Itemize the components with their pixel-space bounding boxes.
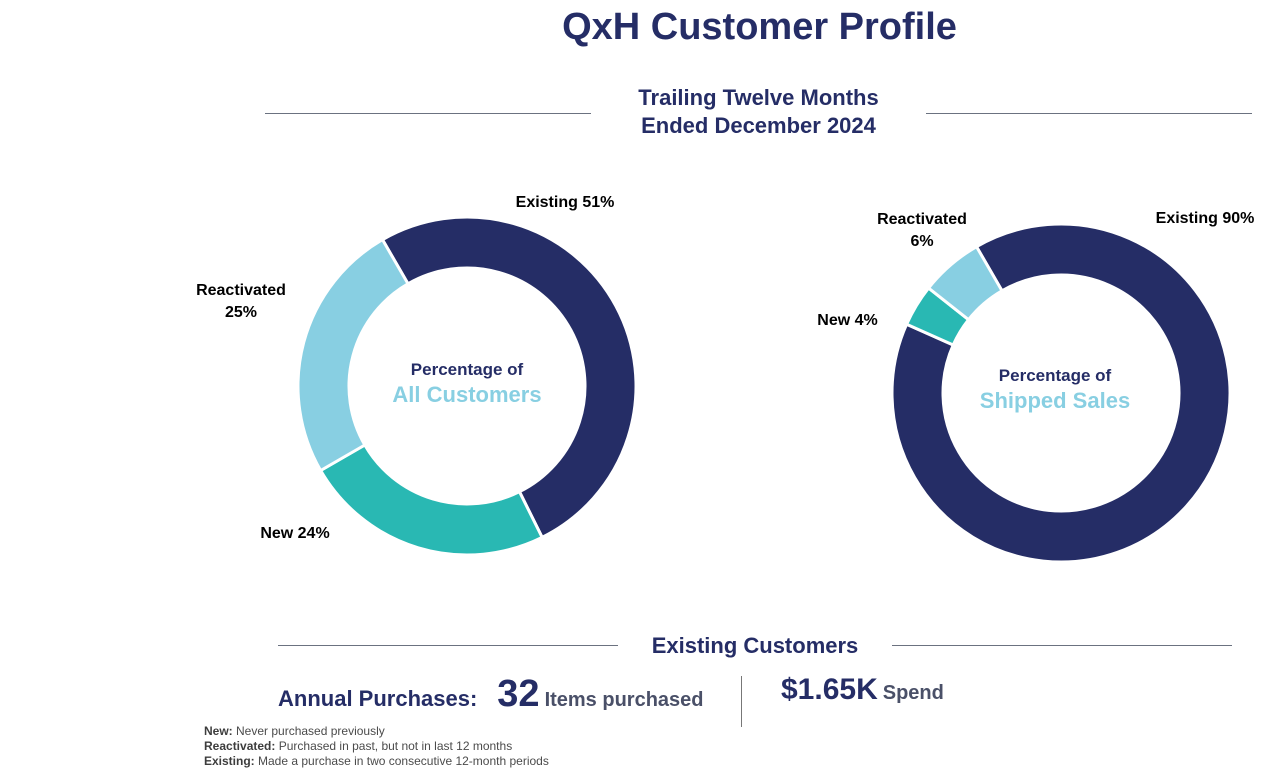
slice-reactivated (296, 237, 411, 473)
definition-text: Never purchased previously (236, 724, 385, 738)
slice-existing (380, 215, 638, 540)
definition-existing: Existing: Made a purchase in two consecu… (204, 754, 549, 769)
label-existing-2: Existing 90% (1155, 210, 1255, 227)
slice-new (318, 442, 545, 557)
label-line: 25% (224, 304, 258, 321)
label-line: Reactivated (877, 211, 967, 228)
divider (926, 113, 1252, 114)
center-line1-1: Percentage of (410, 360, 524, 379)
label-new-2: New 4% (817, 312, 878, 329)
definitions: New: Never purchased previously Reactiva… (204, 724, 549, 769)
label-reactivated-1: Reactivated 25% (170, 280, 312, 324)
slice-reactivated (926, 244, 1005, 322)
slice-existing (890, 222, 1232, 564)
period-line2: Ended December 2024 (641, 113, 876, 138)
existing-heading: Existing Customers (651, 633, 859, 658)
term: Existing: (204, 754, 255, 768)
divider (278, 645, 618, 646)
definition-reactivated: Reactivated: Purchased in past, but not … (204, 739, 549, 754)
label-line: Reactivated (196, 282, 286, 299)
center-line2-1: All Customers (392, 382, 542, 407)
definition-text: Purchased in past, but not in last 12 mo… (278, 739, 513, 753)
center-line1-2: Percentage of (998, 366, 1112, 385)
period-line1: Trailing Twelve Months (638, 85, 879, 110)
items-label: Items purchased (544, 689, 704, 711)
center-line2-2: Shipped Sales (979, 388, 1131, 413)
page-title: QxH Customer Profile (562, 6, 957, 48)
label-line: 6% (910, 233, 934, 250)
label-reactivated-2: Reactivated 6% (852, 209, 992, 253)
spend-value: $1.65K (781, 673, 878, 706)
spend-label: Spend (882, 682, 944, 704)
spend: $1.65K Spend (781, 673, 944, 707)
term: New: (204, 724, 233, 738)
annual-label: Annual Purchases: (278, 686, 478, 711)
definition-new: New: Never purchased previously (204, 724, 549, 739)
label-new-1: New 24% (260, 525, 330, 542)
items-value: 32 (497, 673, 540, 715)
divider (741, 676, 742, 727)
definition-text: Made a purchase in two consecutive 12-mo… (258, 754, 549, 768)
term: Reactivated: (204, 739, 276, 753)
divider (265, 113, 591, 114)
divider (892, 645, 1232, 646)
annual-purchases: Annual Purchases: 32 Items purchased (278, 673, 704, 715)
label-existing-1: Existing 51% (515, 194, 615, 211)
